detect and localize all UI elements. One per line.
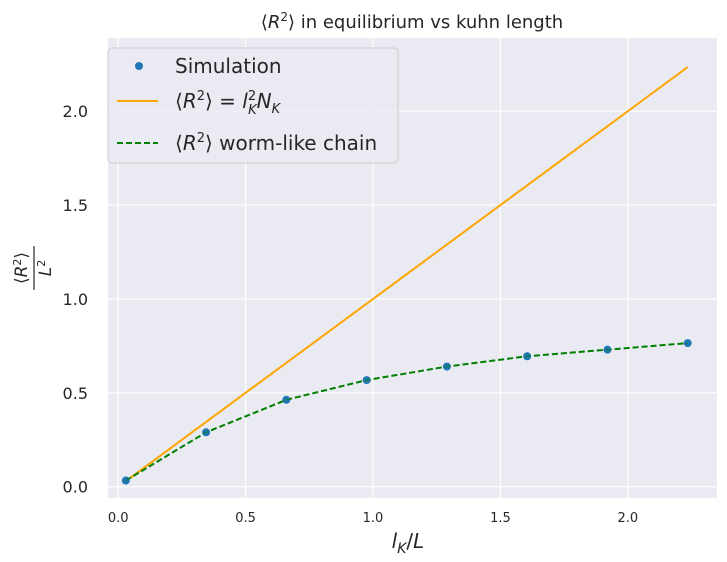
legend-simulation-marker (135, 62, 143, 70)
svg-text:L2: L2 (35, 260, 56, 276)
x-tick-label: 2.0 (617, 511, 638, 526)
x-axis-label: lK/L (392, 529, 425, 557)
legend-box (107, 47, 399, 164)
legend: Simulation ⟨R2⟩ = l2 KNK ⟨R2⟩ worm-like c… (107, 47, 399, 164)
svg-text:⟨R2⟩: ⟨R2⟩ (11, 252, 32, 284)
chart-title: ⟨R2⟩ in equilibrium vs kuhn length (261, 10, 563, 33)
legend-simulation-label: Simulation (175, 54, 282, 78)
ideal-chain-line (125, 66, 689, 482)
series-layer (121, 66, 692, 485)
y-tick-label: 0.0 (63, 478, 88, 497)
ticks: 0.0 0.5 1.0 1.5 2.0 0.0 0.5 1.0 1.5 2.0 (63, 102, 639, 526)
x-tick-label: 1.5 (490, 511, 511, 526)
x-tick-label: 1.0 (363, 511, 384, 526)
x-tick-label: 0.0 (108, 511, 129, 526)
legend-wlc-label: ⟨R2⟩ worm-like chain (175, 131, 377, 155)
worm-like-chain-overlay (125, 342, 688, 482)
y-tick-label: 0.5 (63, 384, 88, 403)
y-axis-label: ⟨R2⟩ L2 (11, 246, 56, 290)
y-tick-label: 1.0 (63, 290, 88, 309)
y-tick-label: 1.5 (63, 196, 88, 215)
y-tick-label: 2.0 (63, 102, 88, 121)
grid (108, 38, 717, 498)
legend-ideal-label: ⟨R2⟩ = l2 KNK (175, 89, 282, 118)
x-tick-label: 0.5 (235, 511, 256, 526)
